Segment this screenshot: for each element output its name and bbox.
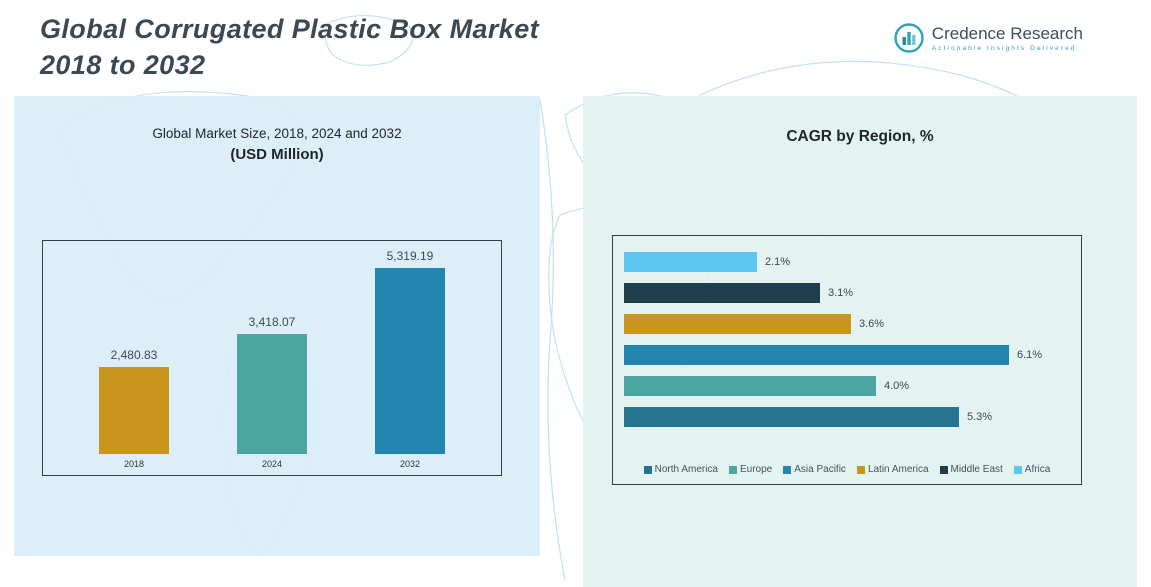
market-size-chart-box: 2,480.83 2018 3,418.07 2024 5,319.19 2032 — [42, 240, 502, 476]
hbar — [624, 376, 876, 396]
bar-group: 3,418.07 2024 — [204, 315, 341, 469]
legend-item: Middle East — [939, 464, 1003, 475]
hbar-row: 2.1% — [624, 252, 1071, 272]
hbar-row: 5.3% — [624, 407, 1071, 427]
legend-item: Latin America — [856, 464, 929, 475]
legend-item: Asia Pacific — [783, 464, 846, 475]
page-title: Global Corrugated Plastic Box Market 201… — [40, 12, 539, 83]
hbar-value-label: 5.3% — [967, 411, 993, 423]
legend-swatch — [643, 465, 652, 474]
hbar-row: 3.1% — [624, 283, 1071, 303]
hbar-value-label: 3.1% — [828, 287, 854, 299]
legend-label: Middle East — [950, 464, 1003, 475]
legend-label: Latin America — [867, 464, 929, 475]
legend-label: Asia Pacific — [794, 464, 846, 475]
bar — [98, 367, 169, 454]
logo-text: Credence Research Actionable Insights De… — [932, 24, 1083, 52]
market-size-chart-title: Global Market Size, 2018, 2024 and 2032 — [152, 126, 402, 141]
bar-value-label: 5,319.19 — [386, 249, 434, 263]
market-size-panel: Global Market Size, 2018, 2024 and 2032 … — [14, 96, 540, 556]
bar — [236, 334, 307, 454]
hbar-row: 3.6% — [624, 314, 1071, 334]
cagr-chart-title: CAGR by Region, % — [786, 128, 934, 145]
bar-category-label: 2032 — [399, 459, 420, 469]
legend-item: North America — [643, 464, 718, 475]
cagr-chart-box: 2.1% 3.1% 3.6% 6.1% 4.0% 5.3% North America Eu… — [612, 235, 1082, 485]
hbar-row: 4.0% — [624, 376, 1071, 396]
legend-swatch — [856, 465, 865, 474]
hbar — [624, 252, 757, 272]
logo-tagline: Actionable Insights Delivered — [931, 45, 1077, 52]
hbar-row: 6.1% — [624, 345, 1071, 365]
hbar-value-label: 2.1% — [765, 256, 791, 268]
credence-research-logo: Credence Research Actionable Insights De… — [893, 22, 1083, 54]
cagr-legend: North America Europe Asia Pacific Latin Ame… — [613, 464, 1081, 475]
legend-swatch — [939, 465, 948, 474]
hbar — [624, 407, 959, 427]
bar-value-label: 2,480.83 — [110, 348, 158, 362]
bar-group: 2,480.83 2018 — [66, 348, 203, 469]
legend-swatch — [729, 465, 737, 474]
hbar-value-label: 4.0% — [884, 380, 910, 392]
market-size-bars: 2,480.83 2018 3,418.07 2024 5,319.19 2032 — [43, 241, 501, 469]
legend-label: Europe — [740, 464, 773, 475]
hbar — [624, 345, 1009, 365]
legend-label: Africa — [1024, 464, 1051, 475]
hbar — [624, 283, 820, 303]
legend-label: North America — [654, 464, 718, 475]
legend-item: Europe — [729, 464, 772, 475]
logo-name: Credence Research — [931, 24, 1083, 43]
hbar-value-label: 3.6% — [859, 318, 885, 330]
bar-category-label: 2018 — [123, 459, 144, 469]
cagr-panel: CAGR by Region, % 2.1% 3.1% 3.6% 6.1% 4.0% 5.… — [583, 96, 1137, 587]
hbar — [624, 314, 851, 334]
cagr-bars: 2.1% 3.1% 3.6% 6.1% 4.0% 5.3% — [624, 252, 1071, 438]
bar-value-label: 3,418.07 — [248, 315, 296, 329]
legend-swatch — [783, 465, 792, 474]
market-size-chart-subtitle: (USD Million) — [230, 146, 324, 163]
legend-swatch — [1013, 465, 1022, 474]
bar-group: 5,319.19 2032 — [342, 249, 479, 469]
bar-category-label: 2024 — [261, 459, 282, 469]
bar — [374, 268, 445, 454]
hbar-value-label: 6.1% — [1017, 349, 1043, 361]
legend-item: Africa — [1013, 464, 1051, 475]
bar-chart-logo-icon — [894, 23, 924, 53]
page-title-line1: Global Corrugated Plastic Box Market — [40, 14, 540, 44]
page-title-line2: 2018 to 2032 — [40, 49, 206, 80]
